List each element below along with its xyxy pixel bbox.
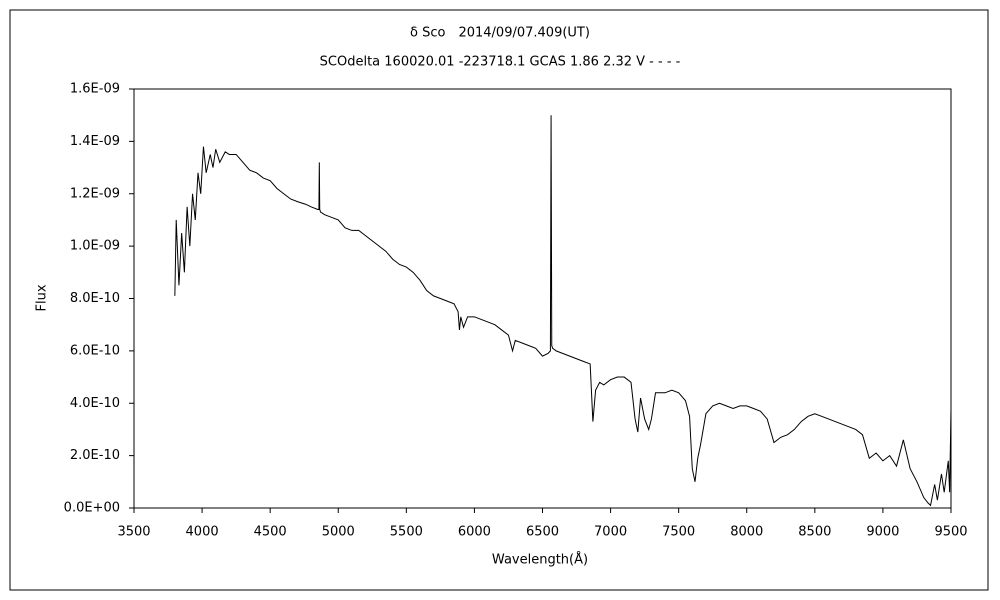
y-tick-label: 4.0E-10	[70, 396, 120, 411]
chart-title: δ Sco 2014/09/07.409(UT)	[410, 26, 590, 41]
y-tick-label: 1.6E-09	[70, 82, 120, 97]
plot-area	[133, 88, 952, 509]
x-axis-label: Wavelength(Å)	[492, 552, 588, 568]
x-tick-label: 8000	[730, 525, 763, 540]
x-tick-label: 4500	[254, 525, 287, 540]
y-axis-label: Flux	[35, 284, 50, 311]
x-tick-label: 4000	[186, 525, 219, 540]
x-tick-label: 6500	[526, 525, 559, 540]
x-tick-label: 9000	[866, 525, 899, 540]
chart-subtitle: SCOdelta 160020.01 -223718.1 GCAS 1.86 2…	[320, 55, 681, 70]
x-tick-label: 3500	[117, 525, 150, 540]
x-tick-label: 7500	[662, 525, 695, 540]
x-tick-label: 7000	[594, 525, 627, 540]
x-tick-label: 8500	[798, 525, 831, 540]
x-tick-label: 6000	[458, 525, 491, 540]
x-tick-label: 9500	[934, 525, 967, 540]
y-tick-label: 0.0E+00	[64, 501, 120, 516]
x-tick-label: 5500	[390, 525, 423, 540]
y-tick-label: 8.0E-10	[70, 291, 120, 306]
y-tick-label: 1.4E-09	[70, 134, 120, 149]
spectrum-line	[174, 115, 952, 507]
y-tick-label: 6.0E-10	[70, 343, 120, 358]
y-tick-label: 1.2E-09	[70, 186, 120, 201]
y-tick-label: 2.0E-10	[70, 448, 120, 463]
y-tick-label: 1.0E-09	[70, 239, 120, 254]
x-tick-label: 5000	[322, 525, 355, 540]
